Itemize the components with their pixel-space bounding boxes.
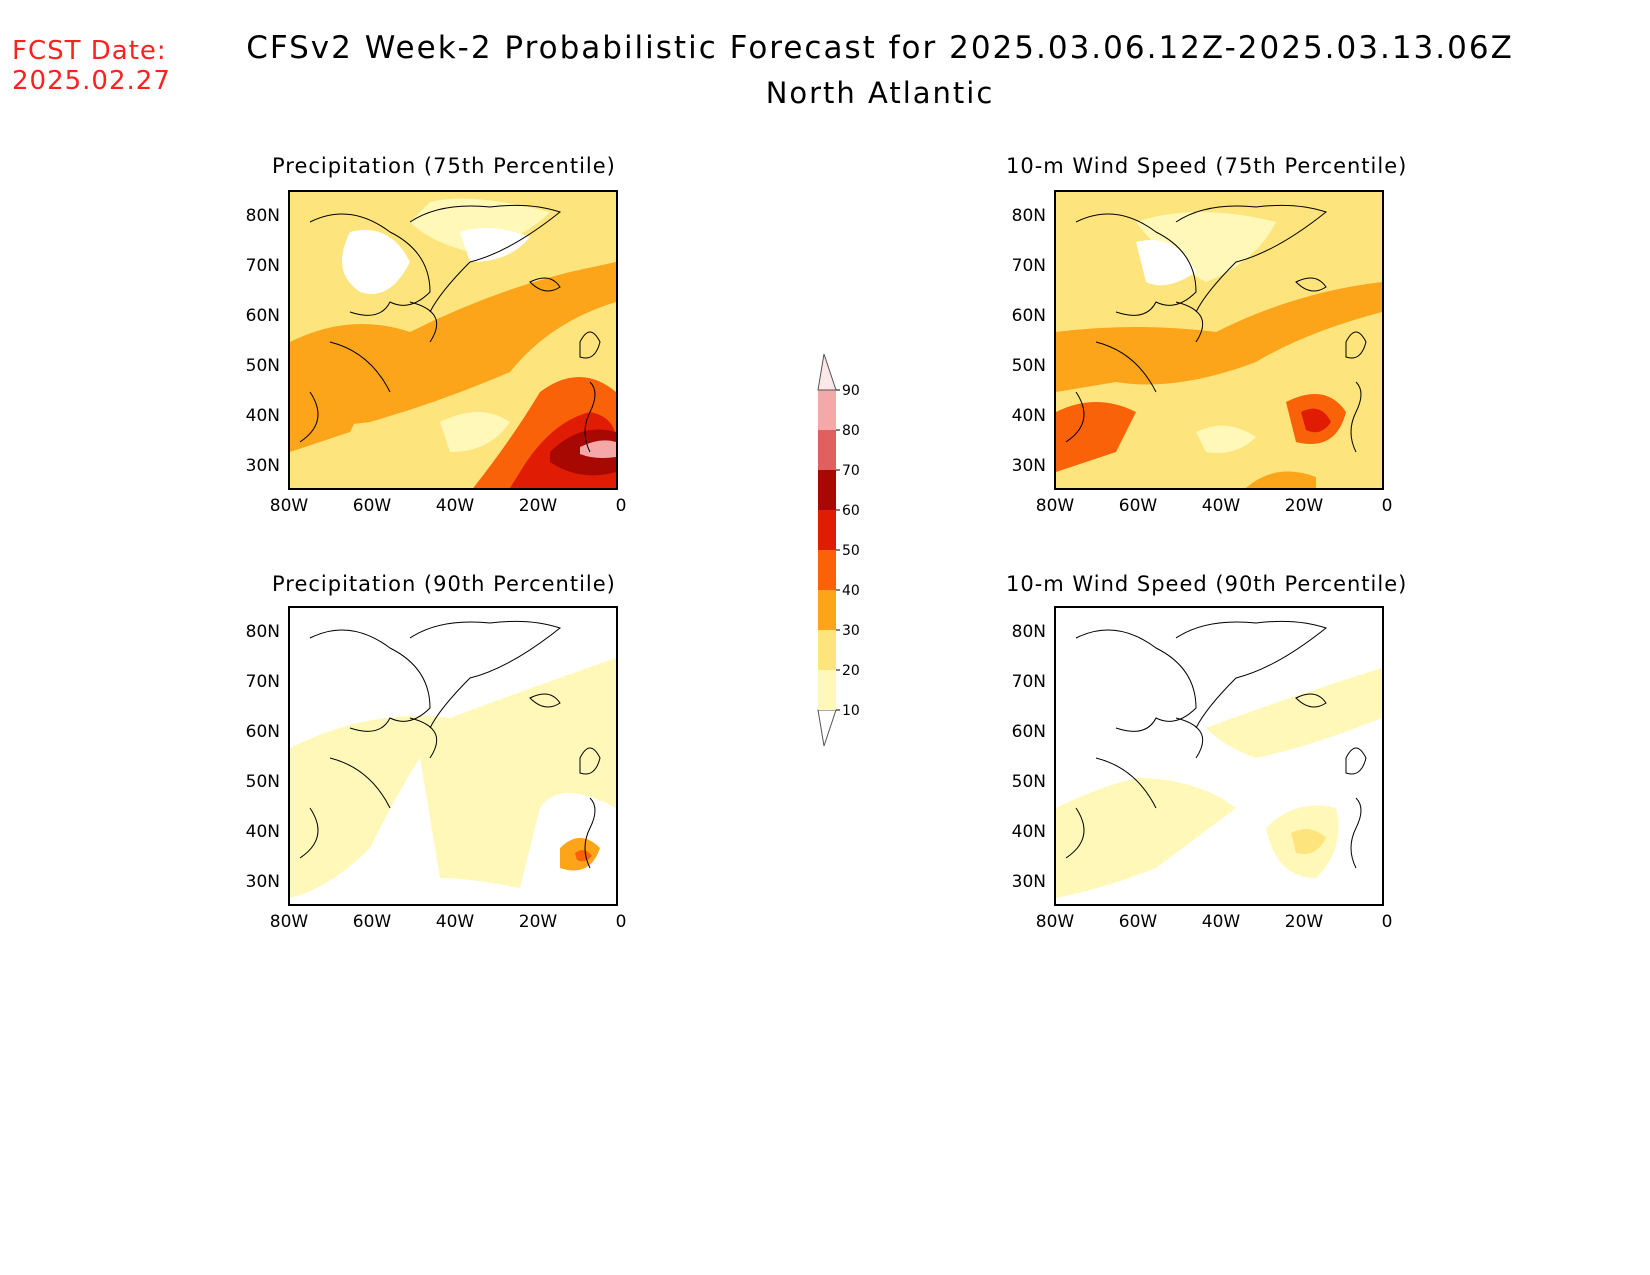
panel-title-wind90: 10-m Wind Speed (90th Percentile) — [1006, 572, 1408, 596]
lat-tick: 50N — [245, 772, 280, 792]
colorbar-level-label: 60 — [842, 503, 860, 519]
lon-tick: 60W — [1118, 496, 1158, 516]
panel-title-precip75: Precipitation (75th Percentile) — [272, 154, 616, 178]
region-subtitle: North Atlantic — [765, 76, 995, 110]
colorbar-swatches: 10 20 30 40 50 60 70 80 90 — [817, 353, 860, 747]
lat-tick: 60N — [245, 722, 280, 742]
lat-tick: 30N — [245, 872, 280, 892]
colorbar-level-label: 50 — [842, 543, 860, 559]
lat-tick: 80N — [1011, 622, 1046, 642]
lon-tick: 80W — [269, 496, 309, 516]
colorbar-level-label: 80 — [842, 423, 860, 439]
map-precip90 — [288, 606, 618, 906]
lat-tick: 70N — [1011, 256, 1046, 276]
map-wind90 — [1054, 606, 1384, 906]
map-precip75 — [288, 190, 618, 490]
colorbar-lower-cap — [817, 709, 837, 747]
lat-tick: 40N — [1011, 406, 1046, 426]
map-wind75 — [1054, 190, 1384, 490]
lon-tick: 80W — [1035, 496, 1075, 516]
lon-tick: 0 — [1381, 912, 1393, 932]
lat-tick: 80N — [1011, 206, 1046, 226]
colorbar: 10 20 30 40 50 60 70 80 90 — [800, 330, 860, 754]
forecast-date-value: 2025.02.27 — [12, 66, 171, 96]
lat-tick: 70N — [245, 256, 280, 276]
lat-tick: 60N — [1011, 722, 1046, 742]
lat-tick: 40N — [1011, 822, 1046, 842]
colorbar-swatch — [818, 430, 836, 470]
forecast-date-block: FCST Date: 2025.02.27 — [12, 36, 171, 96]
lat-tick: 50N — [1011, 356, 1046, 376]
lat-tick: 50N — [245, 356, 280, 376]
lat-tick: 70N — [1011, 672, 1046, 692]
lon-tick: 40W — [435, 496, 475, 516]
lat-tick: 30N — [1011, 872, 1046, 892]
lon-tick: 40W — [1201, 496, 1241, 516]
colorbar-swatch — [818, 470, 836, 510]
lat-tick: 40N — [245, 822, 280, 842]
colorbar-swatch — [818, 390, 836, 430]
colorbar-level-label: 70 — [842, 463, 860, 479]
lat-tick: 50N — [1011, 772, 1046, 792]
colorbar-level-label: 30 — [842, 623, 860, 639]
forecast-date-label: FCST Date: — [12, 36, 167, 66]
lon-tick: 20W — [1284, 496, 1324, 516]
colorbar-level-label: 10 — [842, 703, 860, 719]
lon-tick: 60W — [352, 496, 392, 516]
lon-tick: 60W — [1118, 912, 1158, 932]
lat-tick: 30N — [1011, 456, 1046, 476]
lon-tick: 0 — [615, 912, 627, 932]
lat-tick: 80N — [245, 622, 280, 642]
lon-tick: 20W — [518, 496, 558, 516]
lon-tick: 20W — [1284, 912, 1324, 932]
colorbar-swatch — [818, 510, 836, 550]
colorbar-upper-cap — [817, 353, 837, 391]
lon-tick: 80W — [1035, 912, 1075, 932]
colorbar-level-label: 90 — [842, 383, 860, 399]
lon-tick: 80W — [269, 912, 309, 932]
lon-tick: 20W — [518, 912, 558, 932]
lon-tick: 40W — [1201, 912, 1241, 932]
colorbar-swatch — [818, 670, 836, 710]
page-title: CFSv2 Week-2 Probabilistic Forecast for … — [246, 30, 1514, 66]
lat-tick: 70N — [245, 672, 280, 692]
colorbar-level-label: 20 — [842, 663, 860, 679]
lat-tick: 40N — [245, 406, 280, 426]
colorbar-swatch — [818, 550, 836, 590]
lon-tick: 60W — [352, 912, 392, 932]
lat-tick: 60N — [245, 306, 280, 326]
lon-tick: 0 — [615, 496, 627, 516]
lat-tick: 30N — [245, 456, 280, 476]
lat-tick: 60N — [1011, 306, 1046, 326]
lon-tick: 40W — [435, 912, 475, 932]
panel-title-precip90: Precipitation (90th Percentile) — [272, 572, 616, 596]
lat-tick: 80N — [245, 206, 280, 226]
colorbar-swatch — [818, 630, 836, 670]
colorbar-level-label: 40 — [842, 583, 860, 599]
lon-tick: 0 — [1381, 496, 1393, 516]
colorbar-swatch — [818, 590, 836, 630]
panel-title-wind75: 10-m Wind Speed (75th Percentile) — [1006, 154, 1408, 178]
